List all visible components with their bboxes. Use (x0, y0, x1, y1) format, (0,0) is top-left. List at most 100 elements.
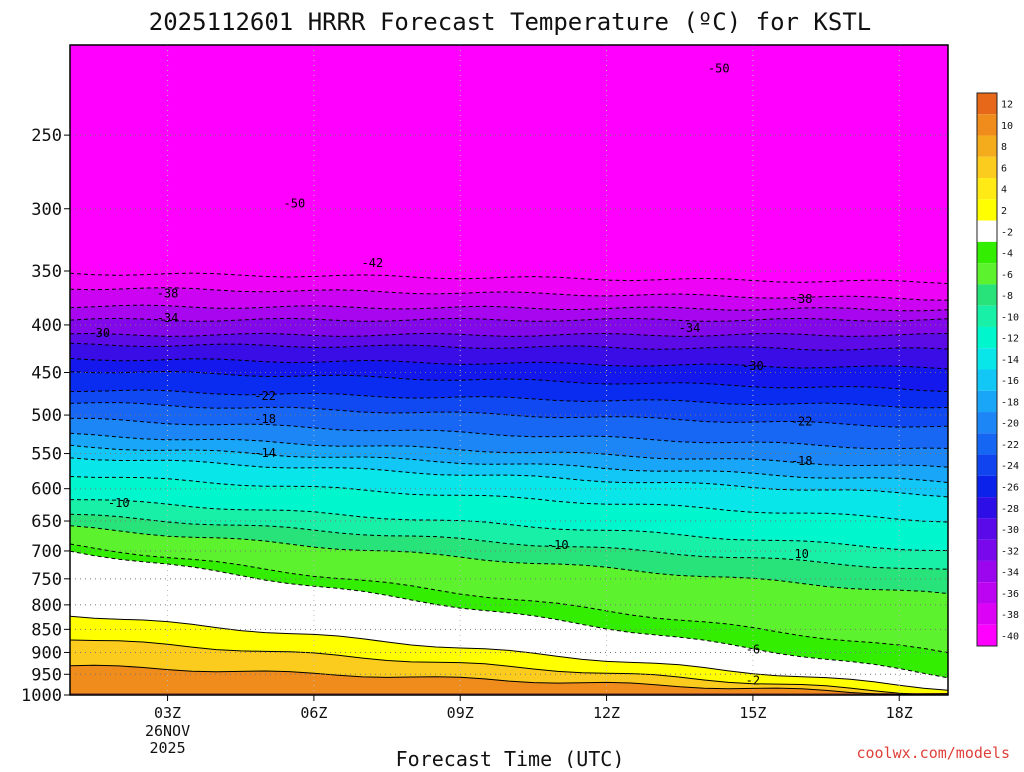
y-tick-label: 1000 (21, 686, 62, 706)
colorbar-swatch (977, 582, 997, 604)
colorbar-swatch (977, 369, 997, 391)
x-tick-label: 12Z (593, 704, 620, 722)
colorbar-swatch (977, 603, 997, 625)
colorbar-swatch (977, 156, 997, 179)
colorbar-swatch (977, 539, 997, 561)
colorbar-label: -32 (1001, 546, 1019, 557)
plot-frame (69, 44, 949, 696)
contour-label: -18 (254, 412, 276, 426)
colorbar-swatch (977, 624, 997, 646)
colorbar-swatch (977, 178, 997, 200)
colorbar-label: -10 (1001, 312, 1019, 323)
contour-label: -30 (742, 359, 764, 373)
colorbar-swatch (977, 390, 997, 413)
contour-label: -2 (746, 674, 760, 688)
colorbar-swatch (977, 284, 997, 306)
y-tick-label: 850 (31, 620, 62, 640)
x-tick-label: 06Z (300, 704, 327, 722)
contour-line (69, 639, 949, 696)
colorbar-swatch (977, 475, 997, 498)
colorbar-label: -28 (1001, 504, 1019, 515)
colorbar-swatch (977, 263, 997, 285)
contour-label: -34 (679, 321, 701, 335)
colorbar: 12 10 8 6 4 2 -2 -4 -6 -8 -10 -12 -14 -16 -18 -20 -22 -24… (976, 92, 1019, 647)
colorbar-label: -40 (1001, 631, 1019, 642)
colorbar-label: -6 (1001, 270, 1013, 281)
y-tick-label: 400 (31, 316, 62, 336)
contour-label: -14 (254, 446, 276, 460)
contour-label: 10 (794, 547, 808, 561)
contour-label: -22 (254, 389, 276, 403)
y-tick-label: 750 (31, 570, 62, 590)
x-tick-label: 03Z (154, 704, 181, 722)
y-tick-label: 250 (31, 126, 62, 146)
colorbar-label: 10 (1001, 121, 1013, 132)
y-tick-label: 900 (31, 643, 62, 663)
grid-lines (70, 45, 948, 696)
x-tick-label: 15Z (739, 704, 766, 722)
contour-line (69, 550, 949, 679)
contour-line (69, 615, 949, 691)
colorbar-swatch (977, 114, 997, 136)
colorbar-label: -18 (1001, 397, 1019, 408)
colorbar-swatch (977, 305, 997, 327)
colorbar-swatch (977, 560, 997, 583)
colorbar-label: 2 (1001, 206, 1007, 217)
colorbar-swatch (977, 497, 997, 519)
colorbar-swatch (977, 241, 997, 264)
colorbar-swatch (977, 199, 997, 221)
y-tick-label: 450 (31, 364, 62, 384)
colorbar-label: -2 (1001, 227, 1013, 238)
ground-strip (70, 693, 948, 695)
contour-label: -50 (708, 62, 730, 76)
colorbar-swatch (977, 433, 997, 455)
contour-label: -42 (362, 256, 384, 270)
contour-label: -6 (746, 642, 760, 656)
plot-area (70, 45, 948, 695)
colorbar-swatch (977, 135, 997, 157)
colorbar-label: 8 (1001, 142, 1007, 153)
axes: 250 300 350 400 450 500 550 600 650 700 750 800 850 9… (21, 44, 949, 757)
colorbar-label: -20 (1001, 419, 1019, 430)
colorbar-label: -8 (1001, 291, 1013, 302)
temp-band (70, 665, 948, 695)
x-year-label: 2025 (149, 739, 185, 757)
colorbar-swatch (977, 348, 997, 370)
colorbar-label: -24 (1001, 461, 1019, 472)
colorbar-swatch (977, 454, 997, 476)
y-tick-label: 550 (31, 445, 62, 465)
contour-label: -10 (108, 496, 130, 510)
y-tick-label: 650 (31, 512, 62, 532)
y-tick-label: 350 (31, 262, 62, 282)
colorbar-label: -16 (1001, 376, 1019, 387)
colorbar-label: 12 (1001, 100, 1013, 111)
x-tick-label: 18Z (886, 704, 913, 722)
contour-labels: -50 -50 -42 -38 -38 -34 -34 -30 -30 -22 -22 -18 -18 -… (88, 62, 812, 688)
contour-label: -18 (791, 454, 813, 468)
contour-line (69, 664, 949, 696)
colorbar-label: -38 (1001, 610, 1019, 621)
contour-label: -38 (791, 292, 813, 306)
colorbar-label: -12 (1001, 334, 1019, 345)
colorbar-label: -30 (1001, 525, 1019, 536)
y-tick-label: 600 (31, 480, 62, 500)
y-tick-label: 300 (31, 200, 62, 220)
x-date-label: 26NOV (145, 722, 190, 740)
colorbar-label: 6 (1001, 163, 1007, 174)
contour-label: -34 (157, 311, 179, 325)
contour-label: -10 (547, 538, 569, 552)
colorbar-swatch (977, 518, 997, 540)
colorbar-swatch (977, 326, 997, 349)
colorbar-swatch (977, 93, 997, 115)
colorbar-frame (976, 92, 998, 647)
contour-lines (69, 272, 949, 696)
contour-label: -50 (284, 196, 306, 210)
y-tick-label: 700 (31, 542, 62, 562)
credit-link[interactable]: coolwx.com/models (856, 744, 1010, 762)
y-tick-label: 500 (31, 406, 62, 426)
colorbar-label: -22 (1001, 440, 1019, 451)
contour-label: -30 (88, 326, 110, 340)
colorbar-swatch (977, 220, 997, 242)
colorbar-swatch (977, 412, 997, 434)
